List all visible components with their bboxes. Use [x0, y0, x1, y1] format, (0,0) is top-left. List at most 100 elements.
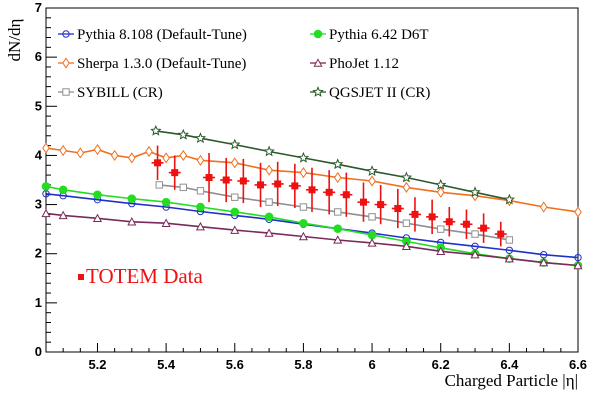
data-point [127, 217, 137, 226]
data-point [231, 193, 239, 201]
data-point [177, 128, 190, 140]
x-tick-label: 5.8 [294, 357, 312, 372]
data-point [334, 208, 342, 216]
data-point [179, 149, 188, 162]
totem-annotation-marker [78, 274, 84, 280]
data-point [308, 186, 316, 194]
data-point [469, 186, 481, 198]
data-point [333, 171, 342, 184]
data-point [171, 169, 179, 177]
data-point [471, 230, 479, 238]
series-3 [41, 208, 583, 270]
data-point [41, 208, 51, 218]
y-tick-label: 0 [35, 344, 42, 359]
legend-entry-1: Pythia 6.42 D6T [310, 27, 429, 43]
data-point [194, 132, 207, 144]
data-point [229, 138, 241, 150]
data-point [92, 213, 103, 223]
data-point [58, 185, 68, 195]
series-layer [41, 124, 583, 270]
y-tick-label: 4 [35, 147, 43, 162]
data-point [574, 206, 582, 218]
data-point [436, 246, 446, 255]
x-tick-label: 6.6 [569, 357, 587, 372]
data-point [367, 238, 377, 247]
data-point [505, 246, 514, 254]
data-point [93, 143, 102, 156]
data-point [155, 181, 163, 189]
data-point [59, 144, 67, 157]
data-point [299, 203, 308, 211]
data-point [230, 225, 240, 234]
data-point [402, 181, 411, 193]
data-point [299, 167, 308, 179]
legend-entry-5: QGSJET II (CR) [310, 85, 430, 101]
x-tick-label: 5.6 [226, 357, 244, 372]
data-point [161, 197, 171, 207]
legend-entry-3: PhoJet 1.12 [310, 56, 399, 72]
data-point [230, 207, 240, 217]
data-point [462, 220, 470, 228]
legend-label: PhoJet 1.12 [329, 56, 399, 72]
data-point [368, 175, 376, 187]
series-4 [155, 181, 514, 244]
x-axis-title: Charged Particle |η| [445, 371, 578, 390]
legend-label: Pythia 8.108 (Default-Tune) [77, 27, 247, 43]
data-point [539, 201, 548, 213]
data-point [230, 157, 239, 169]
data-point [196, 187, 205, 195]
data-point [291, 182, 299, 190]
legend-entry-4: SYBILL (CR) [58, 85, 163, 101]
x-tick-label: 5.2 [88, 357, 106, 372]
data-point [265, 198, 273, 206]
data-point [445, 218, 453, 226]
data-point [436, 186, 445, 198]
data-point [342, 191, 350, 199]
data-point [76, 147, 85, 159]
y-tick-label: 7 [35, 0, 42, 15]
data-point [401, 241, 411, 251]
data-point [297, 151, 310, 163]
x-tick-label: 6 [368, 357, 375, 372]
legend-label: QGSJET II (CR) [329, 85, 430, 101]
series-line [45, 212, 579, 267]
data-point [42, 142, 50, 154]
series-5 [150, 124, 516, 205]
data-point [222, 176, 230, 184]
data-point [196, 202, 205, 212]
data-point [298, 231, 308, 241]
data-point [41, 182, 51, 191]
data-point [257, 181, 265, 189]
legend-label: Pythia 6.42 D6T [329, 27, 429, 43]
data-point [128, 152, 136, 164]
data-point [470, 249, 480, 259]
legend-marker [62, 88, 70, 96]
x-tick-label: 6.2 [432, 357, 450, 372]
data-point [377, 201, 385, 209]
data-point [127, 194, 137, 203]
totem-annotation: TOTEM Data [78, 264, 204, 288]
data-point [179, 183, 187, 192]
plot-frame [45, 7, 579, 353]
data-point [239, 177, 247, 185]
legend-marker [313, 29, 323, 39]
data-point [299, 218, 308, 228]
data-point [367, 230, 377, 240]
data-point [428, 213, 436, 221]
data-point [573, 260, 583, 270]
data-point [504, 253, 514, 263]
data-point [93, 190, 102, 200]
data-point [359, 198, 367, 206]
data-point [161, 218, 171, 227]
axes: 5.2 5.4 5.6 5.8 6 6.2 6.4 6.6 0 1 2 3 4 5 6 7 [35, 0, 587, 372]
data-point [434, 178, 447, 190]
legend-label: Sherpa 1.3.0 (Default-Tune) [77, 56, 246, 72]
data-point [332, 158, 344, 170]
data-point [411, 210, 419, 218]
data-point [333, 235, 343, 244]
legend-entry-2: Sherpa 1.3.0 (Default-Tune) [58, 56, 246, 72]
data-point [195, 221, 205, 231]
data-point [497, 230, 505, 238]
data-point [505, 236, 514, 244]
